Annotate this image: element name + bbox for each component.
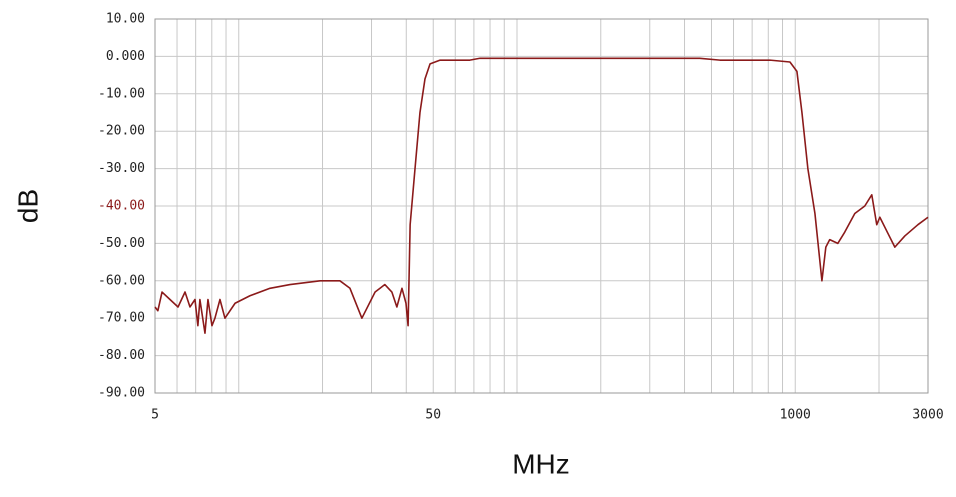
y-tick-label: -80.00 [98,348,145,363]
y-tick-label: -20.00 [98,124,145,139]
x-tick-label: 50 [425,408,441,423]
y-axis-label: dB [12,189,43,223]
y-tick-label: -30.00 [98,161,145,176]
data-line [154,57,929,334]
x-axis-label: MHz [512,448,570,479]
y-tick-label: -40.00 [98,199,145,214]
y-tick-label: 10.00 [106,12,145,27]
y-tick-label: -50.00 [98,236,145,251]
x-tick-label: 5 [151,408,159,423]
x-tick-label: 3000 [912,408,943,423]
plot-border [154,18,929,394]
y-tick-label: -10.00 [98,86,145,101]
y-tick-label: 0.000 [106,49,145,64]
y-tick-label: -70.00 [98,311,145,326]
x-tick-label: 1000 [780,408,811,423]
y-tick-label: -60.00 [98,273,145,288]
y-tick-label: -90.00 [98,386,145,401]
